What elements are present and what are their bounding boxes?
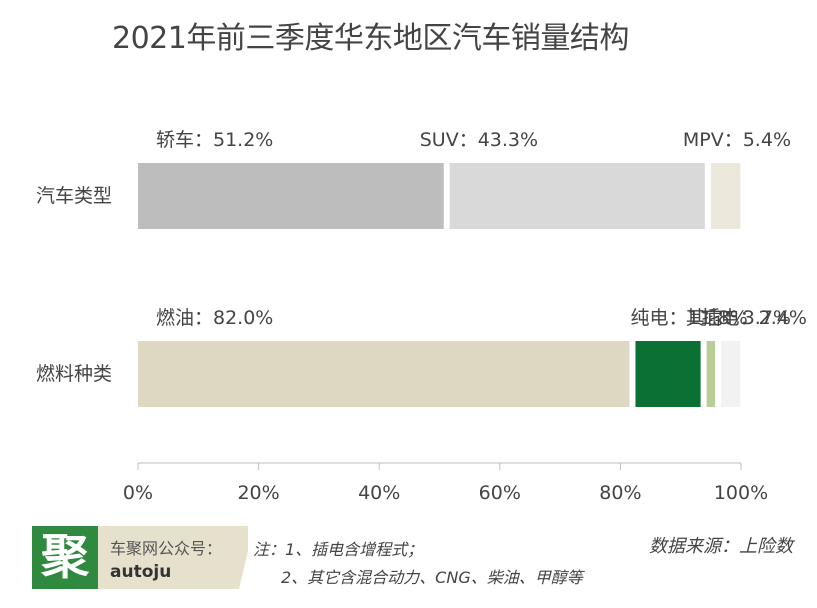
x-tick-label: 40% — [358, 482, 400, 504]
segment-label: 燃油：82.0% — [156, 307, 273, 329]
footnotes: 注：1、插电含增程式； 2、其它含混合动力、CNG、柴油、甲醇等 — [253, 536, 583, 592]
bar-segment — [449, 163, 705, 229]
bar-segment — [706, 341, 716, 407]
bar-segment — [635, 341, 701, 407]
brand-tab-background — [98, 526, 248, 589]
account-id: autoju — [110, 562, 172, 582]
account-label: 车聚网公众号： — [110, 539, 223, 558]
segment-label: SUV：43.3% — [420, 129, 538, 151]
brand-tab: 车聚网公众号： autoju — [98, 526, 248, 589]
segment-label: 插电：2.4% — [702, 307, 807, 329]
bar-segment — [721, 341, 741, 407]
footnote-2: 2、其它含混合动力、CNG、柴油、甲醇等 — [281, 568, 583, 587]
x-tick-label: 80% — [599, 482, 641, 504]
chart-title: 2021年前三季度华东地区汽车销量结构 — [112, 21, 629, 56]
stacked-bar-chart: 汽车类型 轿车：51.2% SUV：43.3% MPV：5.4% 燃料种类 燃油：82.0… — [36, 129, 807, 504]
data-source: 数据来源：上险数 — [649, 536, 793, 557]
x-tick-label: 20% — [237, 482, 279, 504]
x-tick-label: 60% — [479, 482, 521, 504]
segment-label: 纯电：11.8% — [630, 307, 747, 329]
footnote-1: 注：1、插电含增程式； — [253, 540, 424, 559]
segment-label: 轿车：51.2% — [156, 129, 273, 151]
x-tick-label: 0% — [123, 482, 153, 504]
bar-segment — [138, 163, 444, 229]
autoju-logo: 聚 — [32, 526, 98, 589]
bar-segment — [138, 341, 630, 407]
logo-character: 聚 — [40, 529, 89, 585]
bar-segment — [710, 163, 741, 229]
x-tick-label: 100% — [714, 482, 768, 504]
segment-label: 其它：3.7% — [686, 307, 791, 329]
category-label: 汽车类型 — [36, 185, 112, 207]
category-label: 燃料种类 — [36, 363, 112, 385]
segment-label: MPV：5.4% — [683, 129, 791, 151]
